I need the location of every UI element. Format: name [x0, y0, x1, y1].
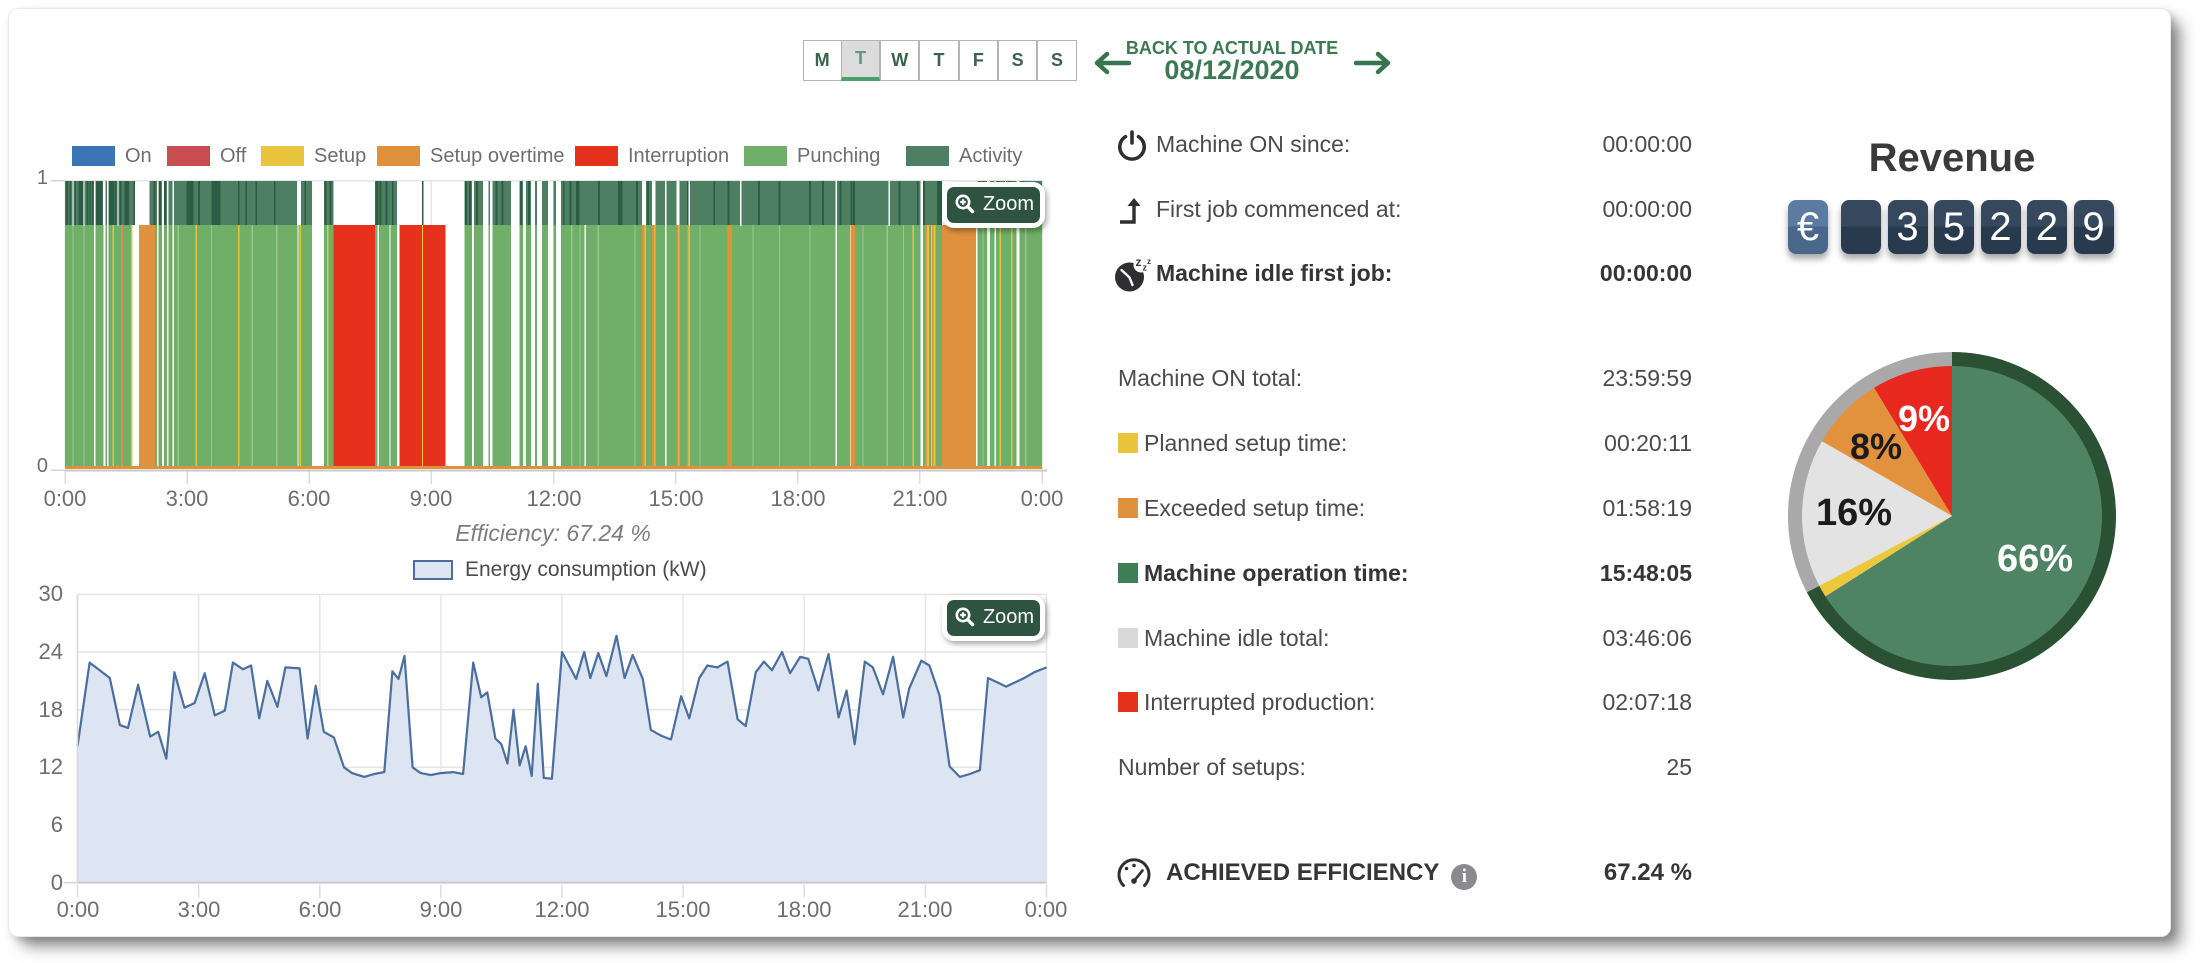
svg-text:16%: 16% [1816, 492, 1892, 534]
svg-text:66%: 66% [1997, 538, 2073, 580]
svg-text:9%: 9% [1898, 398, 1950, 439]
svg-text:8%: 8% [1850, 426, 1902, 467]
svg-text:z: z [1147, 257, 1151, 266]
svg-text:z: z [1136, 255, 1142, 269]
svg-text:z: z [1143, 263, 1148, 273]
